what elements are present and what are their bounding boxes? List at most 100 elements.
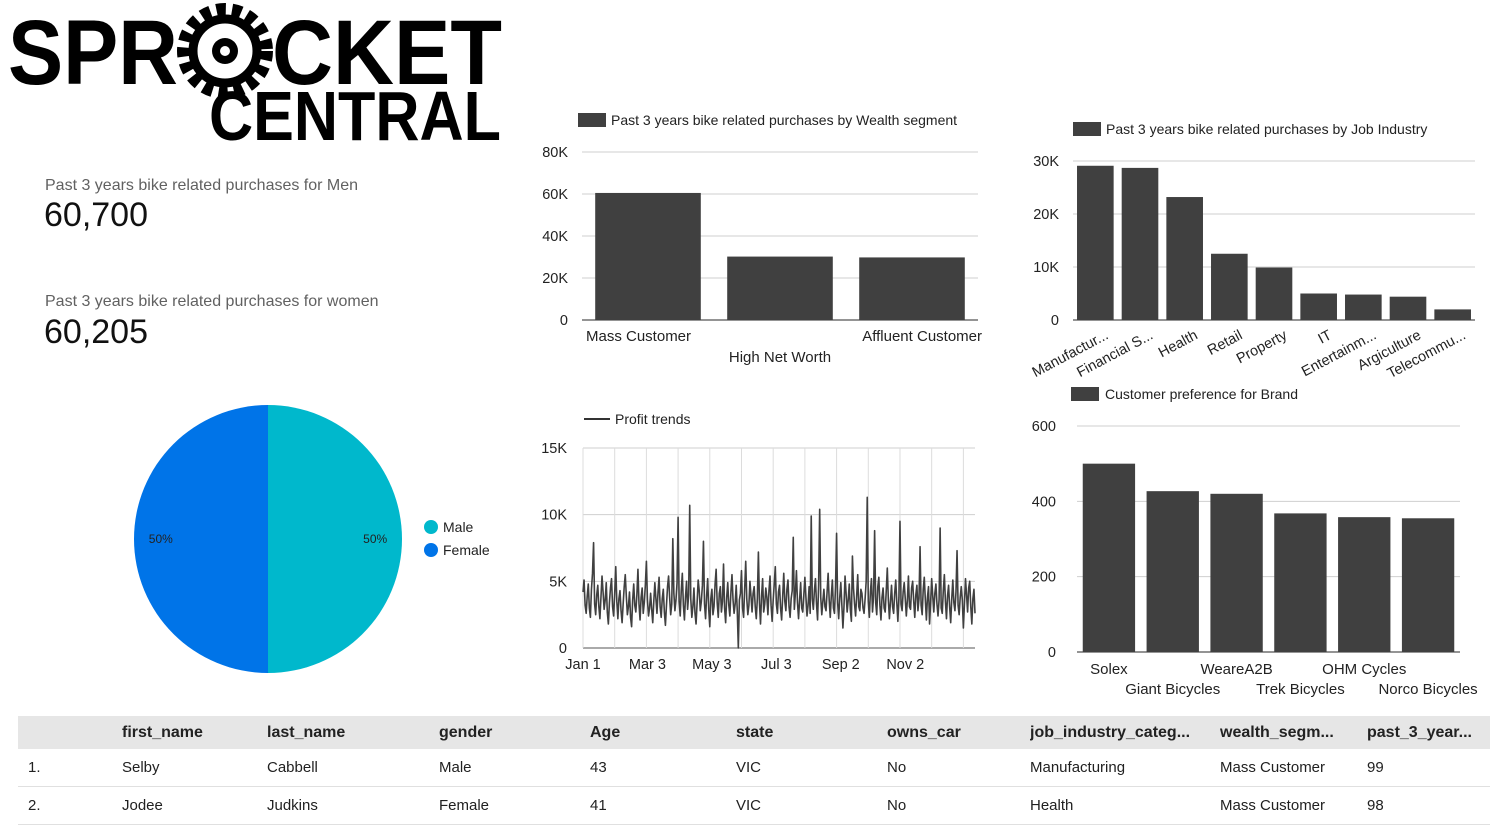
x-tick-label: May 3: [692, 657, 732, 673]
y-tick-label: 5K: [549, 574, 567, 590]
profit-trends-chart: Profit trends 0 5K 10K 15K Jan 1 Mar 3 May 3 Jul…: [541, 411, 976, 673]
table-cell: Male: [439, 759, 472, 776]
column-header[interactable]: wealth_segm...: [1220, 724, 1334, 741]
column-header[interactable]: Age: [590, 724, 621, 741]
table-cell: Health: [1030, 797, 1074, 814]
table-row: 1. Selby Cabbell Male 43 VIC No Manufacturing Ma…: [18, 749, 1490, 787]
x-tick-label: Affluent Customer: [862, 328, 982, 345]
table-cell: 98: [1367, 797, 1384, 814]
table-cell: 1.: [28, 759, 41, 776]
table-cell: 99: [1367, 759, 1384, 776]
table-cell: Manufacturing: [1030, 759, 1126, 776]
job-industry-chart: Past 3 years bike related purchases by J…: [1030, 121, 1475, 382]
bar-5: [1300, 293, 1337, 320]
y-tick-label: 15K: [541, 441, 567, 457]
x-tick-label: WeareA2B: [1200, 661, 1272, 678]
x-tick-label: Jan 1: [565, 657, 600, 673]
bar-4: [1255, 267, 1293, 320]
bar-6: [1345, 294, 1382, 320]
kpi-women-label: Past 3 years bike related purchases for …: [45, 293, 379, 310]
kpi-men-value: 60,700: [44, 196, 148, 234]
table-cell: Mass Customer: [1220, 797, 1326, 814]
legend-dot-1: [424, 543, 438, 557]
table-cell: 41: [590, 797, 607, 814]
pie-slice-0: [268, 405, 402, 673]
legend-label: Male: [443, 519, 474, 535]
x-tick-label: Trek Bicycles: [1256, 681, 1345, 698]
table-cell: No: [887, 797, 907, 814]
bar-3: [1274, 513, 1327, 652]
legend-swatch: [578, 113, 606, 127]
x-tick-label: OHM Cycles: [1322, 661, 1406, 678]
column-header[interactable]: past_3_year...: [1367, 724, 1472, 741]
logo-text-line1b: CKET: [272, 2, 502, 104]
legend-label: Female: [443, 542, 490, 558]
logo: SPR CKET CENTRAL: [4, 2, 504, 155]
customer-table: first_name last_name gender Age state owns_ca…: [18, 716, 1490, 825]
bar-1: [1146, 491, 1199, 652]
y-tick-label: 400: [1032, 494, 1056, 510]
column-header[interactable]: gender: [439, 724, 493, 741]
y-tick-label: 0: [560, 313, 568, 329]
bar-5: [1401, 518, 1455, 652]
logo-text-line1: SPR: [8, 2, 178, 104]
gender-pie-chart: 50% 50% Male Female: [134, 405, 490, 673]
y-tick-label: 20K: [542, 271, 568, 287]
column-header[interactable]: first_name: [122, 724, 203, 741]
table-cell: No: [887, 759, 907, 776]
table-row: 2. Jodee Judkins Female 41 VIC No Health Mass Cu…: [18, 787, 1490, 825]
table-cell: Selby: [122, 759, 160, 776]
table-cell: Jodee: [122, 797, 163, 814]
bar-2: [1210, 493, 1263, 652]
bar-8: [1434, 309, 1471, 320]
sprocket-central-logo: SPR CKET CENTRAL: [8, 2, 502, 155]
x-tick-label: Nov 2: [886, 657, 924, 673]
pie-data-label: 50%: [363, 532, 387, 546]
table-header: first_name last_name gender Age state owns_ca…: [18, 716, 1490, 749]
y-tick-label: 600: [1032, 419, 1056, 435]
y-tick-label: 0: [1048, 645, 1056, 661]
bar-2: [859, 257, 965, 320]
column-header[interactable]: last_name: [267, 724, 346, 741]
table-cell: Judkins: [267, 797, 318, 814]
sprocket-gear-icon: [177, 3, 273, 99]
table-cell: VIC: [736, 759, 762, 776]
x-tick-label: IT: [1316, 327, 1335, 347]
table-cell: Female: [439, 797, 490, 814]
y-tick-label: 40K: [542, 229, 568, 245]
brand-preference-chart: Customer preference for Brand 0 200 400 600 S…: [1032, 386, 1478, 698]
x-tick-label: Property: [1234, 327, 1291, 367]
bar-1: [1121, 167, 1159, 320]
y-tick-label: 20K: [1033, 207, 1059, 223]
x-tick-label: Health: [1156, 327, 1201, 361]
y-tick-label: 10K: [1033, 260, 1059, 276]
y-tick-label: 30K: [1033, 154, 1059, 170]
wealth-segment-chart: Past 3 years bike related purchases by W…: [542, 112, 982, 366]
legend-dot-0: [424, 520, 438, 534]
column-header[interactable]: job_industry_categ...: [1030, 724, 1191, 741]
column-header[interactable]: state: [736, 724, 774, 741]
pie-data-label: 50%: [149, 532, 173, 546]
legend-swatch: [1071, 387, 1099, 401]
bar-0: [595, 192, 701, 320]
table-cell: Mass Customer: [1220, 759, 1326, 776]
y-tick-label: 0: [1051, 313, 1059, 329]
bar-2: [1166, 197, 1203, 320]
y-tick-label: 0: [559, 641, 567, 657]
column-header[interactable]: owns_car: [887, 724, 961, 741]
table-cell: 2.: [28, 797, 41, 814]
y-tick-label: 200: [1032, 570, 1056, 586]
kpi-men-label: Past 3 years bike related purchases for …: [45, 177, 359, 194]
legend-swatch: [1073, 122, 1101, 136]
bar-7: [1389, 296, 1427, 320]
bar-4: [1338, 517, 1391, 652]
legend-label: Customer preference for Brand: [1105, 386, 1298, 402]
legend-label: Past 3 years bike related purchases by J…: [1106, 121, 1427, 137]
bar-0: [1082, 463, 1136, 652]
table-cell: 43: [590, 759, 607, 776]
legend-label: Profit trends: [615, 411, 690, 427]
kpi-women-value: 60,205: [44, 313, 148, 351]
x-tick-label: Mass Customer: [586, 328, 691, 345]
logo-text-line2: CENTRAL: [209, 77, 501, 144]
profit-line: [582, 496, 976, 649]
